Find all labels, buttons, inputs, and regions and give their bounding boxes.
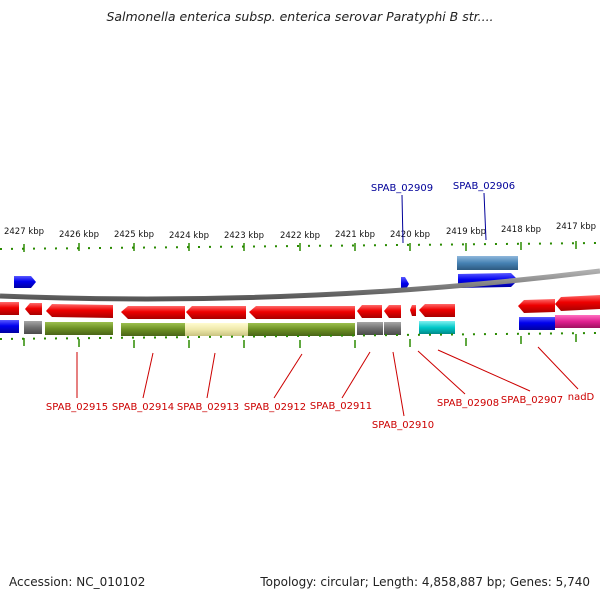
gene-label-spab-02906[interactable]: SPAB_02906	[453, 181, 515, 192]
gene-arrow-spab-02915[interactable]	[25, 303, 42, 315]
top-gene-labels: SPAB_02909 SPAB_02906	[371, 181, 515, 244]
scale-label: 2422 kbp	[280, 231, 320, 241]
gene-arrow-spab-02907[interactable]	[518, 299, 555, 313]
gene-label-spab-02913[interactable]: SPAB_02913	[177, 402, 239, 413]
gene-label-spab-02910[interactable]: SPAB_02910	[372, 420, 434, 431]
leader-lines	[76, 346, 579, 417]
scale-label: 2421 kbp	[335, 230, 375, 240]
scale-labels: 2427 kbp 2426 kbp 2425 kbp 2424 kbp 2423…	[4, 222, 596, 241]
leader-line	[483, 192, 487, 241]
gene-arrow-nadd[interactable]	[555, 295, 600, 311]
accession-text: Accession: NC_010102	[9, 575, 146, 589]
gene-arrow-spab-02913[interactable]	[121, 306, 185, 319]
steel-blue-feature[interactable]	[457, 256, 518, 270]
gene-arrow-spab-02910[interactable]	[384, 305, 401, 318]
genome-title: Salmonella enterica subsp. enterica sero…	[106, 9, 494, 24]
gene-label-spab-02909[interactable]: SPAB_02909	[371, 183, 433, 194]
forward-gene-arrow[interactable]	[14, 276, 36, 288]
category-box[interactable]	[357, 322, 383, 335]
bottom-gene-labels: SPAB_02915 SPAB_02914 SPAB_02913 SPAB_02…	[46, 346, 595, 431]
gene-label-spab-02912[interactable]: SPAB_02912	[244, 402, 306, 413]
forward-strand-features	[14, 256, 518, 291]
gene-arrow-spab-02912[interactable]	[249, 306, 355, 319]
gene-label-spab-02911[interactable]: SPAB_02911	[310, 401, 372, 412]
top-tick-row	[0, 241, 600, 252]
gene-arrow-small[interactable]	[410, 305, 416, 316]
gene-label-spab-02914[interactable]: SPAB_02914	[112, 402, 174, 413]
genome-backbone	[0, 268, 600, 302]
category-box[interactable]	[45, 322, 113, 335]
gene-arrow-spab-02908[interactable]	[419, 304, 455, 317]
reverse-strand-genes	[0, 295, 600, 319]
scale-label: 2425 kbp	[114, 230, 154, 240]
major-tick-marks	[23, 241, 577, 252]
gene-label-spab-02908[interactable]: SPAB_02908	[437, 398, 499, 409]
category-box[interactable]	[185, 323, 248, 336]
gene-arrow-spab-02911[interactable]	[357, 305, 382, 318]
category-box[interactable]	[0, 320, 19, 333]
scale-label: 2427 kbp	[4, 227, 44, 237]
gene-label-spab-02915[interactable]: SPAB_02915	[46, 402, 108, 413]
scale-label: 2424 kbp	[169, 231, 209, 241]
scale-label: 2419 kbp	[446, 227, 486, 237]
scale-label: 2417 kbp	[556, 222, 596, 232]
bottom-tick-row	[0, 332, 600, 348]
category-box[interactable]	[24, 321, 42, 334]
scale-label: 2420 kbp	[390, 230, 430, 240]
gene-arrow[interactable]	[0, 302, 19, 315]
scale-label: 2423 kbp	[224, 231, 264, 241]
topology-summary: Topology: circular; Length: 4,858,887 bp…	[260, 575, 590, 589]
gene-arrow[interactable]	[186, 306, 246, 319]
gene-label-spab-02907[interactable]: SPAB_02907	[501, 395, 563, 406]
category-box[interactable]	[384, 322, 401, 335]
scale-label: 2426 kbp	[59, 230, 99, 240]
scale-label: 2418 kbp	[501, 225, 541, 235]
category-box[interactable]	[419, 321, 455, 334]
category-box[interactable]	[555, 315, 600, 328]
leader-line	[401, 194, 404, 244]
category-boxes	[0, 315, 600, 336]
category-box[interactable]	[248, 323, 355, 336]
gene-label-nadd[interactable]: nadD	[568, 392, 595, 403]
category-box[interactable]	[121, 323, 185, 336]
gene-arrow-spab-02914[interactable]	[46, 304, 113, 318]
category-box[interactable]	[519, 317, 555, 330]
